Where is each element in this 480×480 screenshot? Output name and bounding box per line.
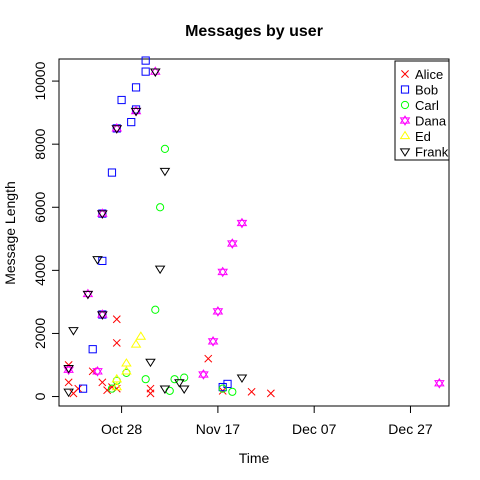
data-point bbox=[107, 168, 117, 177]
data-point bbox=[127, 117, 136, 127]
data-point bbox=[111, 381, 123, 391]
data-point bbox=[141, 67, 150, 76]
data-point bbox=[74, 384, 83, 393]
data-point bbox=[111, 373, 123, 383]
data-point bbox=[236, 374, 248, 383]
data-point bbox=[218, 384, 227, 393]
data-point bbox=[92, 256, 103, 265]
data-point bbox=[97, 210, 108, 219]
plot-frame bbox=[58, 58, 450, 407]
data-point bbox=[88, 345, 97, 354]
y-tick-label: 10000 bbox=[32, 61, 48, 100]
data-point bbox=[217, 266, 229, 278]
legend-marker bbox=[400, 100, 410, 110]
data-point bbox=[227, 238, 238, 249]
data-point bbox=[165, 386, 174, 395]
data-point bbox=[434, 377, 445, 389]
data-point bbox=[121, 358, 132, 367]
data-point bbox=[63, 365, 74, 374]
data-point bbox=[97, 311, 108, 320]
y-tick-label: 2000 bbox=[32, 318, 48, 349]
data-point bbox=[212, 306, 224, 317]
data-point bbox=[178, 385, 190, 394]
data-point bbox=[130, 107, 142, 117]
data-point bbox=[135, 331, 147, 340]
data-point bbox=[111, 125, 123, 134]
data-point bbox=[154, 265, 166, 275]
data-point bbox=[117, 95, 126, 105]
legend-label: Alice bbox=[415, 67, 443, 82]
legend-label: Frank bbox=[415, 145, 449, 160]
data-point bbox=[204, 354, 213, 363]
legend-marker bbox=[399, 148, 411, 157]
y-tick-label: 0 bbox=[32, 392, 48, 400]
data-point bbox=[78, 384, 88, 393]
x-tick-label: Dec 07 bbox=[292, 421, 337, 437]
legend-label: Dana bbox=[415, 114, 447, 129]
data-point bbox=[112, 315, 121, 324]
x-tick-label: Nov 17 bbox=[196, 421, 241, 437]
data-point bbox=[207, 335, 219, 347]
data-point bbox=[159, 167, 171, 177]
data-point bbox=[228, 387, 237, 396]
data-point bbox=[223, 379, 232, 389]
data-point bbox=[68, 327, 79, 336]
legend-label: Carl bbox=[415, 98, 439, 113]
data-point bbox=[131, 83, 141, 92]
x-axis-label: Time bbox=[239, 450, 270, 466]
legend-label: Ed bbox=[415, 129, 431, 144]
data-point bbox=[156, 203, 165, 212]
data-point bbox=[160, 144, 170, 154]
data-point bbox=[145, 358, 156, 368]
data-point bbox=[63, 388, 74, 398]
data-point bbox=[170, 375, 179, 384]
series-carl bbox=[107, 144, 237, 396]
legend-marker bbox=[401, 70, 409, 78]
legend-box bbox=[394, 60, 450, 161]
data-point bbox=[149, 68, 161, 77]
data-point bbox=[82, 290, 94, 300]
y-tick-label: 6000 bbox=[32, 191, 48, 222]
series-alice bbox=[64, 315, 275, 398]
data-point bbox=[198, 369, 209, 380]
data-point bbox=[130, 339, 142, 348]
y-tick-label: 4000 bbox=[32, 255, 48, 286]
data-point bbox=[266, 389, 275, 398]
data-point bbox=[146, 389, 155, 398]
data-point bbox=[236, 217, 248, 229]
data-point bbox=[112, 338, 121, 347]
data-point bbox=[174, 379, 185, 388]
data-point bbox=[141, 375, 150, 384]
legend-marker bbox=[399, 115, 411, 126]
legend-marker bbox=[400, 85, 410, 94]
data-point bbox=[98, 378, 107, 387]
series-frank bbox=[63, 68, 248, 398]
series-dana bbox=[63, 66, 445, 389]
data-point bbox=[141, 56, 150, 65]
data-point bbox=[121, 365, 132, 375]
axes: Oct 28 Nov 17 Dec 07 Dec 27 0 2000 4000 6000 800… bbox=[32, 61, 433, 437]
x-tick-label: Dec 27 bbox=[388, 421, 433, 437]
data-point bbox=[159, 385, 171, 394]
data-point bbox=[103, 386, 112, 395]
y-tick-label: 8000 bbox=[32, 128, 48, 159]
y-axis-label: Message Length bbox=[2, 181, 18, 285]
legend-label: Bob bbox=[415, 83, 438, 98]
data-point bbox=[107, 384, 117, 393]
series-bob bbox=[78, 56, 232, 393]
data-points bbox=[63, 56, 445, 398]
chart-title: Messages by user bbox=[185, 23, 323, 40]
data-point bbox=[151, 305, 160, 314]
series-ed bbox=[111, 331, 147, 391]
data-point bbox=[92, 365, 103, 377]
data-point bbox=[64, 378, 73, 387]
data-point bbox=[180, 373, 189, 382]
x-tick-label: Oct 28 bbox=[101, 421, 142, 437]
legend-marker bbox=[399, 130, 411, 140]
data-point bbox=[247, 387, 256, 396]
